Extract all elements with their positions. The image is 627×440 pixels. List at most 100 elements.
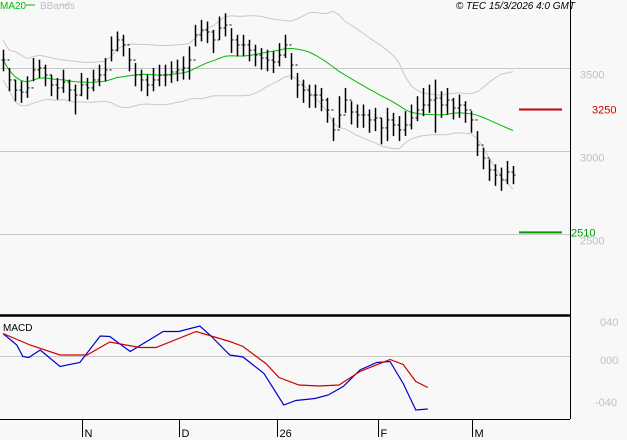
ohlc-bar [193,24,198,61]
ohlc-bar [331,109,336,142]
ohlc-bar [325,97,330,123]
ohlc-bar [91,69,96,92]
date-tick-label: 26 [280,428,292,440]
ohlc-bar [241,34,246,57]
ohlc-bar [301,79,306,103]
legend-ma20: MA20 [0,1,27,12]
ohlc-bar [7,59,12,92]
ohlc-bar [145,74,150,97]
date-axis: N D 26 F M [82,419,484,440]
ohlc-bar [49,74,54,97]
ohlc-bar [151,68,156,92]
ohlc-bar [355,104,360,128]
ohlc-bar [397,116,402,142]
ohlc-bar [25,76,30,98]
ohlc-bar [283,34,288,59]
ohlc-bar [115,31,120,52]
ohlc-bar [229,24,234,54]
price-level-label: 2510 [571,227,595,239]
ohlc-bar [1,49,6,72]
ohlc-bar [55,77,60,100]
ohlc-bar [313,84,318,108]
ohlc-bar [235,34,240,57]
ohlc-bar [445,87,450,115]
ohlc-bar [271,51,276,73]
macd-title: MACD [3,323,32,334]
ohlc-bar [361,104,366,128]
ohlc-bar [415,96,420,122]
macd-panel: 040 000 -040 [0,317,618,411]
ohlc-bar [205,21,210,44]
legend-bbands: BBands [40,1,75,12]
ohlc-bar [253,44,258,67]
ohlc-bar [97,64,102,87]
ohlc-bar [43,64,48,87]
ohlc-bar [139,69,144,92]
ohlc-bar [73,84,78,115]
date-tick-label: M [475,428,484,440]
ohlc-bar [295,64,300,98]
ohlc-bar [181,56,186,80]
ohlc-bar [169,61,174,83]
ohlc-bar [307,84,312,108]
macd-line [2,325,428,411]
ohlc-bar [349,99,354,125]
ohlc-bar [277,43,282,67]
ohlc-bar [457,94,462,118]
ohlc-bar [37,59,42,78]
price-tick-label: 3500 [580,70,604,82]
ohlc-bar [337,96,342,131]
ohlc-bar [409,104,414,130]
price-tick-label: 2500 [580,236,604,248]
ohlc-bar [391,112,396,137]
ohlc-bar [217,16,222,41]
ohlc-bar [259,48,264,70]
ohlc-bar [163,64,168,87]
bband-upper [2,10,514,96]
price-tick-label: 3000 [580,153,604,165]
ohlc-bar [493,164,498,186]
ohlc-bar [289,44,294,80]
ohlc-bar [19,81,24,103]
ohlc-bar [61,69,66,93]
ohlc-bar [505,160,510,185]
ohlc-bar [79,72,84,97]
ohlc-bar [121,34,126,57]
ohlc-bar [187,46,192,80]
ohlc-bar [433,79,438,133]
ohlc-bar [13,79,18,102]
ohlc-bar [247,39,252,62]
ohlc-bar [127,44,132,72]
date-tick-label: N [85,428,93,440]
macd-tick-label: 040 [600,317,618,329]
ohlc-bar [379,117,384,145]
bband-lower [2,75,514,190]
copyright-timestamp: © TEC 15/3/2026 4:0 GMT [456,1,576,12]
ohlc-bar [421,87,426,117]
price-grid [0,68,570,235]
ohlc-bar [451,97,456,120]
ohlc-bar [265,49,270,72]
date-tick-label: F [381,428,388,440]
ohlc-bar [463,101,468,123]
ohlc-bar [487,157,492,181]
macd-signal-line [2,330,429,389]
ohlc-bar [475,119,480,156]
price-levels: 3250 2510 [519,105,616,239]
ohlc-bar [499,167,504,191]
price-level-label: 3250 [592,105,616,117]
ohlc-bar [109,36,114,71]
ohlc-bar [511,165,516,185]
macd-tick-label: -040 [595,397,617,409]
ma20-line [2,47,514,131]
ohlc-bar [85,77,90,100]
ohlc-bar [373,107,378,132]
ohlc-bar [319,87,324,112]
ohlc-bar [427,84,432,113]
ohlc-bar [199,19,204,42]
ohlc-bar [67,79,72,102]
bbands [2,10,514,190]
ohlc-bar [367,109,372,133]
ohlc-bar [481,144,486,170]
